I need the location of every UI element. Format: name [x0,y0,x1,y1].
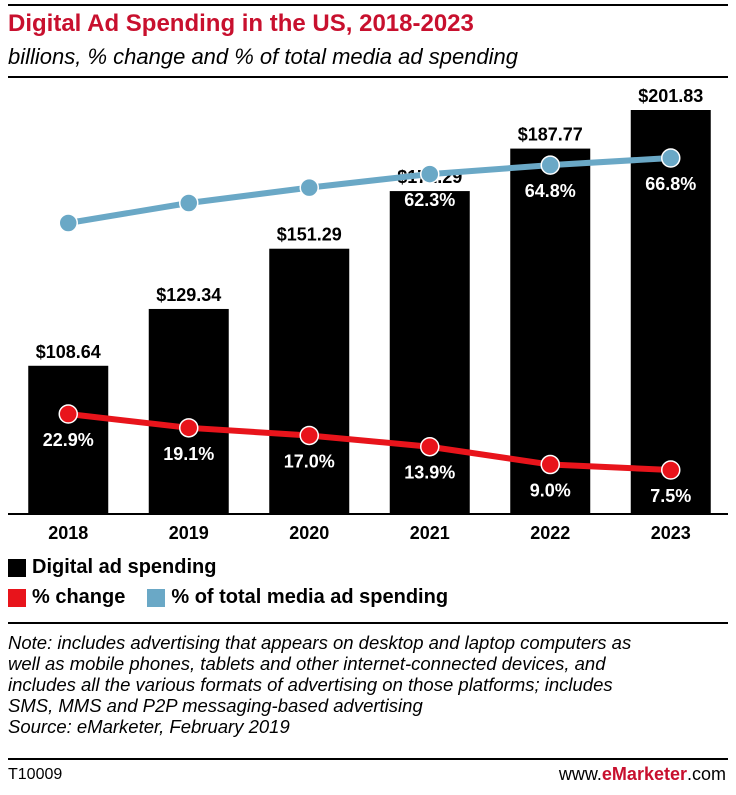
bar-value-label: $201.83 [638,86,703,106]
change-point [661,460,681,480]
share-value-label: 54.2% [163,219,214,239]
share-value-label: 58.5% [284,204,335,224]
legend-swatch-change [8,588,26,607]
change-value-label: 13.9% [404,463,455,483]
bar-value-label: $108.64 [36,342,101,362]
legend-item-spending: Digital ad spending [8,556,216,579]
share-line [67,155,671,226]
share-value-label: 62.3% [404,190,455,210]
note-rule [8,622,728,624]
top-rule [8,4,728,6]
note-source: Source: eMarketer, February 2019 [8,716,290,737]
x-tick-label: 2019 [169,523,209,543]
legend-swatch-spending [8,558,26,577]
change-value-label: 19.1% [163,444,214,464]
x-tick-label: 2020 [289,523,329,543]
legend-label-change: % change [32,586,126,608]
share-value-label: 64.8% [525,181,576,201]
x-tick-label: 2022 [530,523,570,543]
note-line: Note: includes advertising that appears … [8,632,632,653]
note-line: SMS, MMS and P2P messaging-based adverti… [8,695,423,716]
change-point [540,454,560,475]
x-tick-label: 2018 [48,523,88,543]
chart-id: T10009 [8,766,63,783]
share-point [420,164,440,184]
change-value-label: 9.0% [530,481,571,501]
bar [510,148,591,513]
note-block: Note: includes advertising that appears … [8,632,728,737]
x-tick-label: 2023 [651,523,691,543]
legend-label-share: % of total media ad spending [171,586,449,608]
bar [28,365,109,513]
x-tick-label: 2021 [410,523,450,543]
chart-subtitle: billions, % change and % of total media … [8,44,519,69]
share-value-label: 48.6% [43,239,94,259]
change-value-label: 7.5% [650,486,691,506]
bar-value-label: $129.34 [156,285,221,305]
bar-value-label: $151.29 [277,225,342,245]
brand-logo: www.eMarketer.com [558,764,726,784]
note-line: well as mobile phones, tablets and other… [8,653,606,674]
share-point [58,213,78,233]
share-point [179,193,199,213]
legend-label-spending: Digital ad spending [32,556,217,578]
title-rule [8,76,728,78]
change-line [67,411,671,473]
bar [148,308,229,513]
share-point [661,148,681,168]
change-value-label: 17.0% [284,451,335,471]
chart-title: Digital Ad Spending in the US, 2018-2023 [8,10,474,37]
bar [389,191,470,513]
note-line: includes all the various formats of adve… [8,674,613,695]
legend-row-lines: % change % of total media ad spending [8,586,448,609]
share-point [299,177,319,198]
bar [630,110,711,513]
share-value-label: 66.8% [645,174,696,194]
bar [269,248,350,514]
footer-rule [8,758,728,760]
bar-value-label: $187.77 [518,125,583,145]
share-point [540,155,560,175]
change-value-label: 22.9% [43,430,94,450]
change-point [58,404,78,424]
legend-swatch-share [147,588,166,607]
change-point [299,425,319,446]
chart-area: $108.64$129.34$151.29$172.29$187.77$201.… [8,86,728,543]
change-point [420,436,440,457]
change-point [179,418,199,438]
